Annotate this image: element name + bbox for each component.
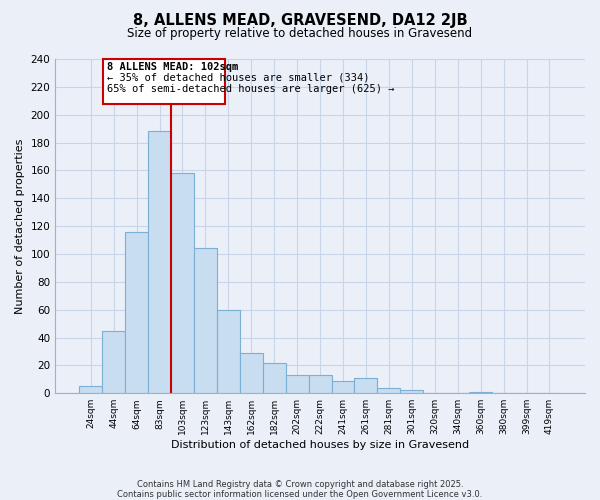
Bar — [308, 375, 332, 393]
Bar — [263, 362, 286, 393]
Bar — [286, 375, 308, 393]
Y-axis label: Number of detached properties: Number of detached properties — [15, 138, 25, 314]
Text: ← 35% of detached houses are smaller (334): ← 35% of detached houses are smaller (33… — [107, 73, 369, 83]
Bar — [79, 386, 102, 393]
Bar — [240, 353, 263, 393]
Bar — [355, 378, 377, 393]
Text: 8, ALLENS MEAD, GRAVESEND, DA12 2JB: 8, ALLENS MEAD, GRAVESEND, DA12 2JB — [133, 12, 467, 28]
Text: Size of property relative to detached houses in Gravesend: Size of property relative to detached ho… — [127, 28, 473, 40]
Bar — [171, 173, 194, 393]
Text: 65% of semi-detached houses are larger (625) →: 65% of semi-detached houses are larger (… — [107, 84, 394, 94]
FancyBboxPatch shape — [103, 59, 225, 104]
Text: Contains HM Land Registry data © Crown copyright and database right 2025.: Contains HM Land Registry data © Crown c… — [137, 480, 463, 489]
Bar — [400, 390, 423, 393]
Text: Contains public sector information licensed under the Open Government Licence v3: Contains public sector information licen… — [118, 490, 482, 499]
X-axis label: Distribution of detached houses by size in Gravesend: Distribution of detached houses by size … — [171, 440, 469, 450]
Text: 8 ALLENS MEAD: 102sqm: 8 ALLENS MEAD: 102sqm — [107, 62, 238, 72]
Bar — [217, 310, 240, 393]
Bar — [377, 388, 400, 393]
Bar — [194, 248, 217, 393]
Bar — [148, 132, 171, 393]
Bar — [125, 232, 148, 393]
Bar — [102, 330, 125, 393]
Bar — [469, 392, 492, 393]
Bar — [332, 380, 355, 393]
